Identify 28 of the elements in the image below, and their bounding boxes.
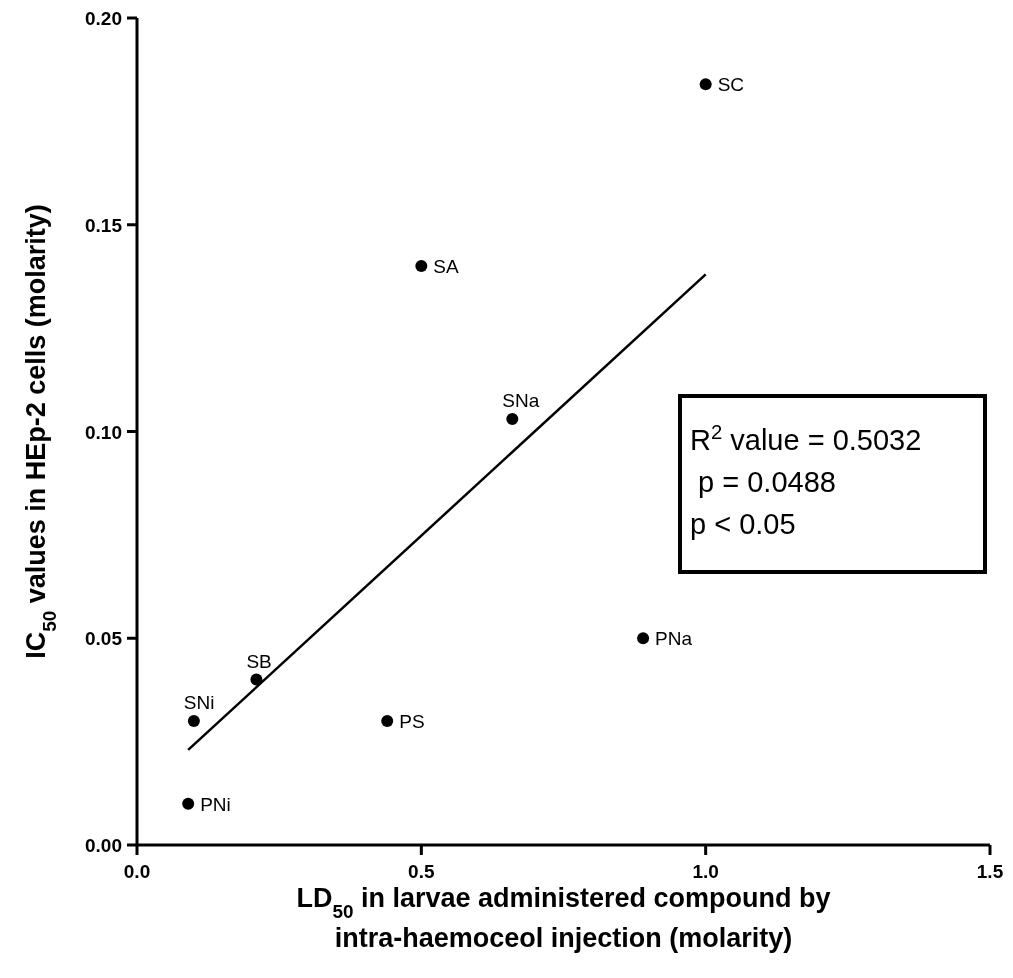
annotation: SNi: [183, 691, 215, 713]
point: [506, 413, 519, 426]
y-tick-label: 0.20: [85, 8, 122, 29]
y-tick-label: 0.00: [85, 835, 122, 856]
x-tick-label: 0.5: [408, 861, 435, 882]
annotation: R$^{2}$ value = 0.5032: [690, 421, 922, 456]
point: [415, 260, 428, 273]
y-tick-label: 0.15: [85, 214, 123, 236]
annotation: SA: [433, 256, 460, 278]
point: [187, 714, 200, 727]
point: [381, 714, 394, 727]
point: [637, 632, 650, 645]
point: [699, 78, 712, 91]
point: [182, 797, 195, 810]
y-tick-label: 0.10: [85, 421, 122, 443]
annotation: p < 0.05: [690, 508, 796, 540]
annotation: PNi: [200, 793, 231, 815]
annotation: PNa: [655, 628, 693, 650]
annotation: SC: [717, 74, 745, 96]
annotation: SNa: [502, 390, 540, 412]
y-tick-label: 0.05: [85, 628, 123, 650]
annotation: SB: [246, 650, 272, 672]
x-tick-label: 1.0: [692, 861, 719, 882]
annotation: p = 0.0488: [690, 466, 836, 498]
x-axis-title: LD$_{50}$ in larvae administered compound by intra-haemoceol injection (molarity): [296, 883, 831, 953]
annotation: PS: [399, 710, 425, 732]
x-tick-label: 0.0: [123, 861, 151, 882]
x-tick-label: 1.5: [976, 861, 1004, 882]
